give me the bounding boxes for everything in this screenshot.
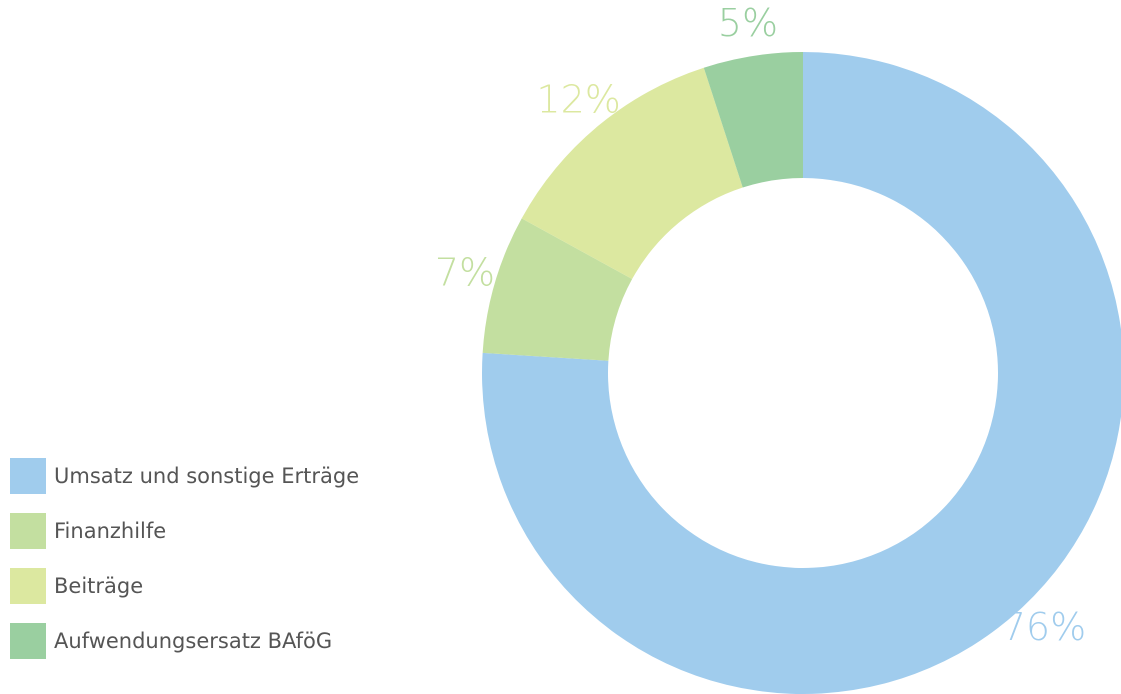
- slice: [482, 218, 633, 361]
- legend-swatch: [10, 513, 46, 549]
- legend-swatch: [10, 568, 46, 604]
- slice-label: 76%: [1002, 605, 1086, 649]
- legend-label: Umsatz und sonstige Erträge: [54, 464, 359, 488]
- legend-swatch: [10, 458, 46, 494]
- slice: [703, 52, 803, 188]
- legend-swatch: [10, 623, 46, 659]
- slice-label: 12%: [536, 77, 620, 121]
- legend-label: Aufwendungsersatz BAföG: [54, 629, 332, 653]
- legend-label: Beiträge: [54, 574, 143, 598]
- slice-label: 5%: [718, 1, 778, 45]
- slice: [482, 52, 1121, 694]
- legend-label: Finanzhilfe: [54, 519, 166, 543]
- slice-label: 7%: [435, 250, 495, 294]
- slice: [521, 67, 743, 280]
